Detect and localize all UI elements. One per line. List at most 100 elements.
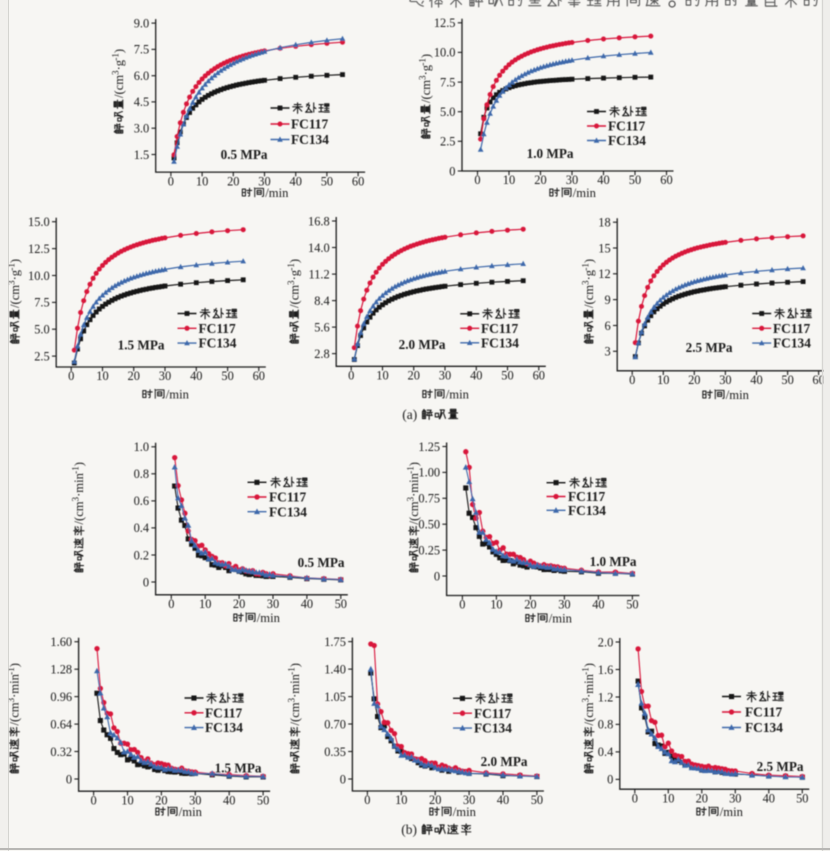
svg-text:60: 60 (253, 369, 265, 383)
svg-text:10: 10 (395, 793, 407, 807)
svg-text:1.5 MPa: 1.5 MPa (118, 338, 165, 353)
svg-text:): ) (582, 259, 596, 263)
svg-text:/min: /min (726, 388, 750, 402)
svg-text:/(cm: /(cm (582, 285, 596, 308)
svg-text:0: 0 (168, 174, 174, 188)
svg-text:): ) (8, 259, 22, 263)
svg-text:FC117: FC117 (199, 321, 237, 336)
svg-text:/(cm: /(cm (407, 501, 421, 524)
svg-text:/(cm: /(cm (582, 702, 596, 725)
svg-text:50: 50 (321, 174, 333, 188)
svg-text:14.0: 14.0 (308, 241, 330, 255)
svg-text:0.64: 0.64 (50, 717, 72, 731)
svg-text:·g: ·g (288, 269, 302, 280)
svg-text:1.6: 1.6 (598, 663, 614, 677)
svg-text:20: 20 (524, 598, 536, 612)
svg-text:): ) (288, 663, 302, 667)
svg-text:50: 50 (531, 793, 543, 807)
svg-text:0.25: 0.25 (418, 543, 440, 557)
svg-text:/(cm: /(cm (8, 285, 22, 308)
svg-text:3: 3 (286, 698, 296, 703)
svg-text:30: 30 (267, 597, 279, 611)
svg-text:3: 3 (6, 280, 16, 285)
svg-text:40: 40 (592, 598, 604, 612)
svg-text:3: 3 (417, 75, 427, 80)
svg-text:0.4: 0.4 (598, 745, 614, 759)
svg-text:10: 10 (662, 791, 674, 805)
svg-text:·min: ·min (582, 673, 596, 697)
svg-text:/(cm: /(cm (419, 80, 433, 103)
svg-text:1.5: 1.5 (134, 148, 150, 162)
svg-text:-1: -1 (6, 667, 16, 675)
svg-text:40: 40 (290, 174, 302, 188)
svg-text:0.5 MPa: 0.5 MPa (221, 147, 268, 162)
svg-text:7.5: 7.5 (440, 75, 456, 89)
svg-text:20: 20 (534, 173, 546, 187)
svg-text:10: 10 (490, 598, 502, 612)
svg-text:1.0: 1.0 (134, 440, 150, 454)
svg-text:/min: /min (446, 388, 470, 402)
svg-text:2.0 MPa: 2.0 MPa (481, 754, 528, 769)
svg-text:0: 0 (90, 793, 96, 807)
svg-text:): ) (72, 462, 86, 466)
svg-text:20: 20 (128, 369, 140, 383)
svg-text:40: 40 (301, 597, 313, 611)
svg-text:12.5: 12.5 (28, 242, 50, 256)
svg-text:/min: /min (720, 805, 744, 819)
svg-text:): ) (8, 663, 22, 667)
svg-text:30: 30 (719, 373, 731, 387)
svg-text:/min: /min (179, 805, 203, 819)
svg-text:30: 30 (159, 369, 171, 383)
svg-text:FC134: FC134 (773, 336, 811, 351)
svg-text:4.5: 4.5 (134, 95, 150, 109)
svg-text:FC134: FC134 (745, 720, 783, 735)
svg-text:): ) (582, 663, 596, 667)
svg-text:3: 3 (580, 280, 590, 285)
svg-text:15: 15 (598, 241, 610, 255)
svg-text:1.60: 1.60 (50, 635, 72, 649)
svg-text:-1: -1 (405, 466, 415, 474)
svg-text:0: 0 (66, 772, 72, 786)
svg-text:0.5 MPa: 0.5 MPa (298, 555, 345, 570)
svg-text:·g: ·g (8, 269, 22, 280)
svg-text:50: 50 (781, 373, 793, 387)
svg-text:2.5 MPa: 2.5 MPa (686, 340, 733, 355)
svg-text:3: 3 (6, 698, 16, 703)
svg-text:50: 50 (626, 598, 638, 612)
svg-text:/(cm: /(cm (72, 501, 86, 524)
svg-text:/min: /min (453, 805, 477, 819)
svg-text:60: 60 (660, 173, 672, 187)
svg-text:60: 60 (533, 369, 545, 383)
svg-text:50: 50 (796, 791, 808, 805)
svg-text:0: 0 (348, 369, 354, 383)
svg-text:-1: -1 (417, 58, 427, 66)
svg-text:2.5: 2.5 (34, 349, 50, 363)
svg-text:30: 30 (729, 791, 741, 805)
svg-text:1.2: 1.2 (598, 690, 614, 704)
svg-text:20: 20 (429, 793, 441, 807)
svg-text:FC117: FC117 (773, 321, 811, 336)
svg-text:0: 0 (68, 369, 74, 383)
svg-text:2.5: 2.5 (440, 135, 456, 149)
svg-text:1.0 MPa: 1.0 MPa (590, 554, 637, 569)
svg-text:30: 30 (558, 598, 570, 612)
svg-text:3: 3 (604, 345, 610, 359)
svg-text:/(cm: /(cm (112, 75, 126, 98)
svg-text:20: 20 (227, 174, 239, 188)
svg-text:3: 3 (110, 70, 120, 75)
svg-text:0.75: 0.75 (418, 492, 440, 506)
svg-text:20: 20 (408, 369, 420, 383)
svg-text:FC117: FC117 (608, 119, 646, 134)
svg-text:·g: ·g (112, 59, 126, 70)
svg-text:/min: /min (257, 611, 281, 625)
svg-text:15.0: 15.0 (28, 215, 50, 229)
svg-text:0.8: 0.8 (598, 718, 614, 732)
svg-text:): ) (288, 259, 302, 263)
svg-text:·min: ·min (72, 472, 86, 496)
svg-text:40: 40 (223, 793, 235, 807)
svg-text:): ) (419, 54, 433, 58)
svg-text:-1: -1 (6, 263, 16, 271)
svg-text:12.5: 12.5 (434, 16, 456, 30)
svg-text:40: 40 (190, 369, 202, 383)
svg-text:0.6: 0.6 (134, 494, 150, 508)
